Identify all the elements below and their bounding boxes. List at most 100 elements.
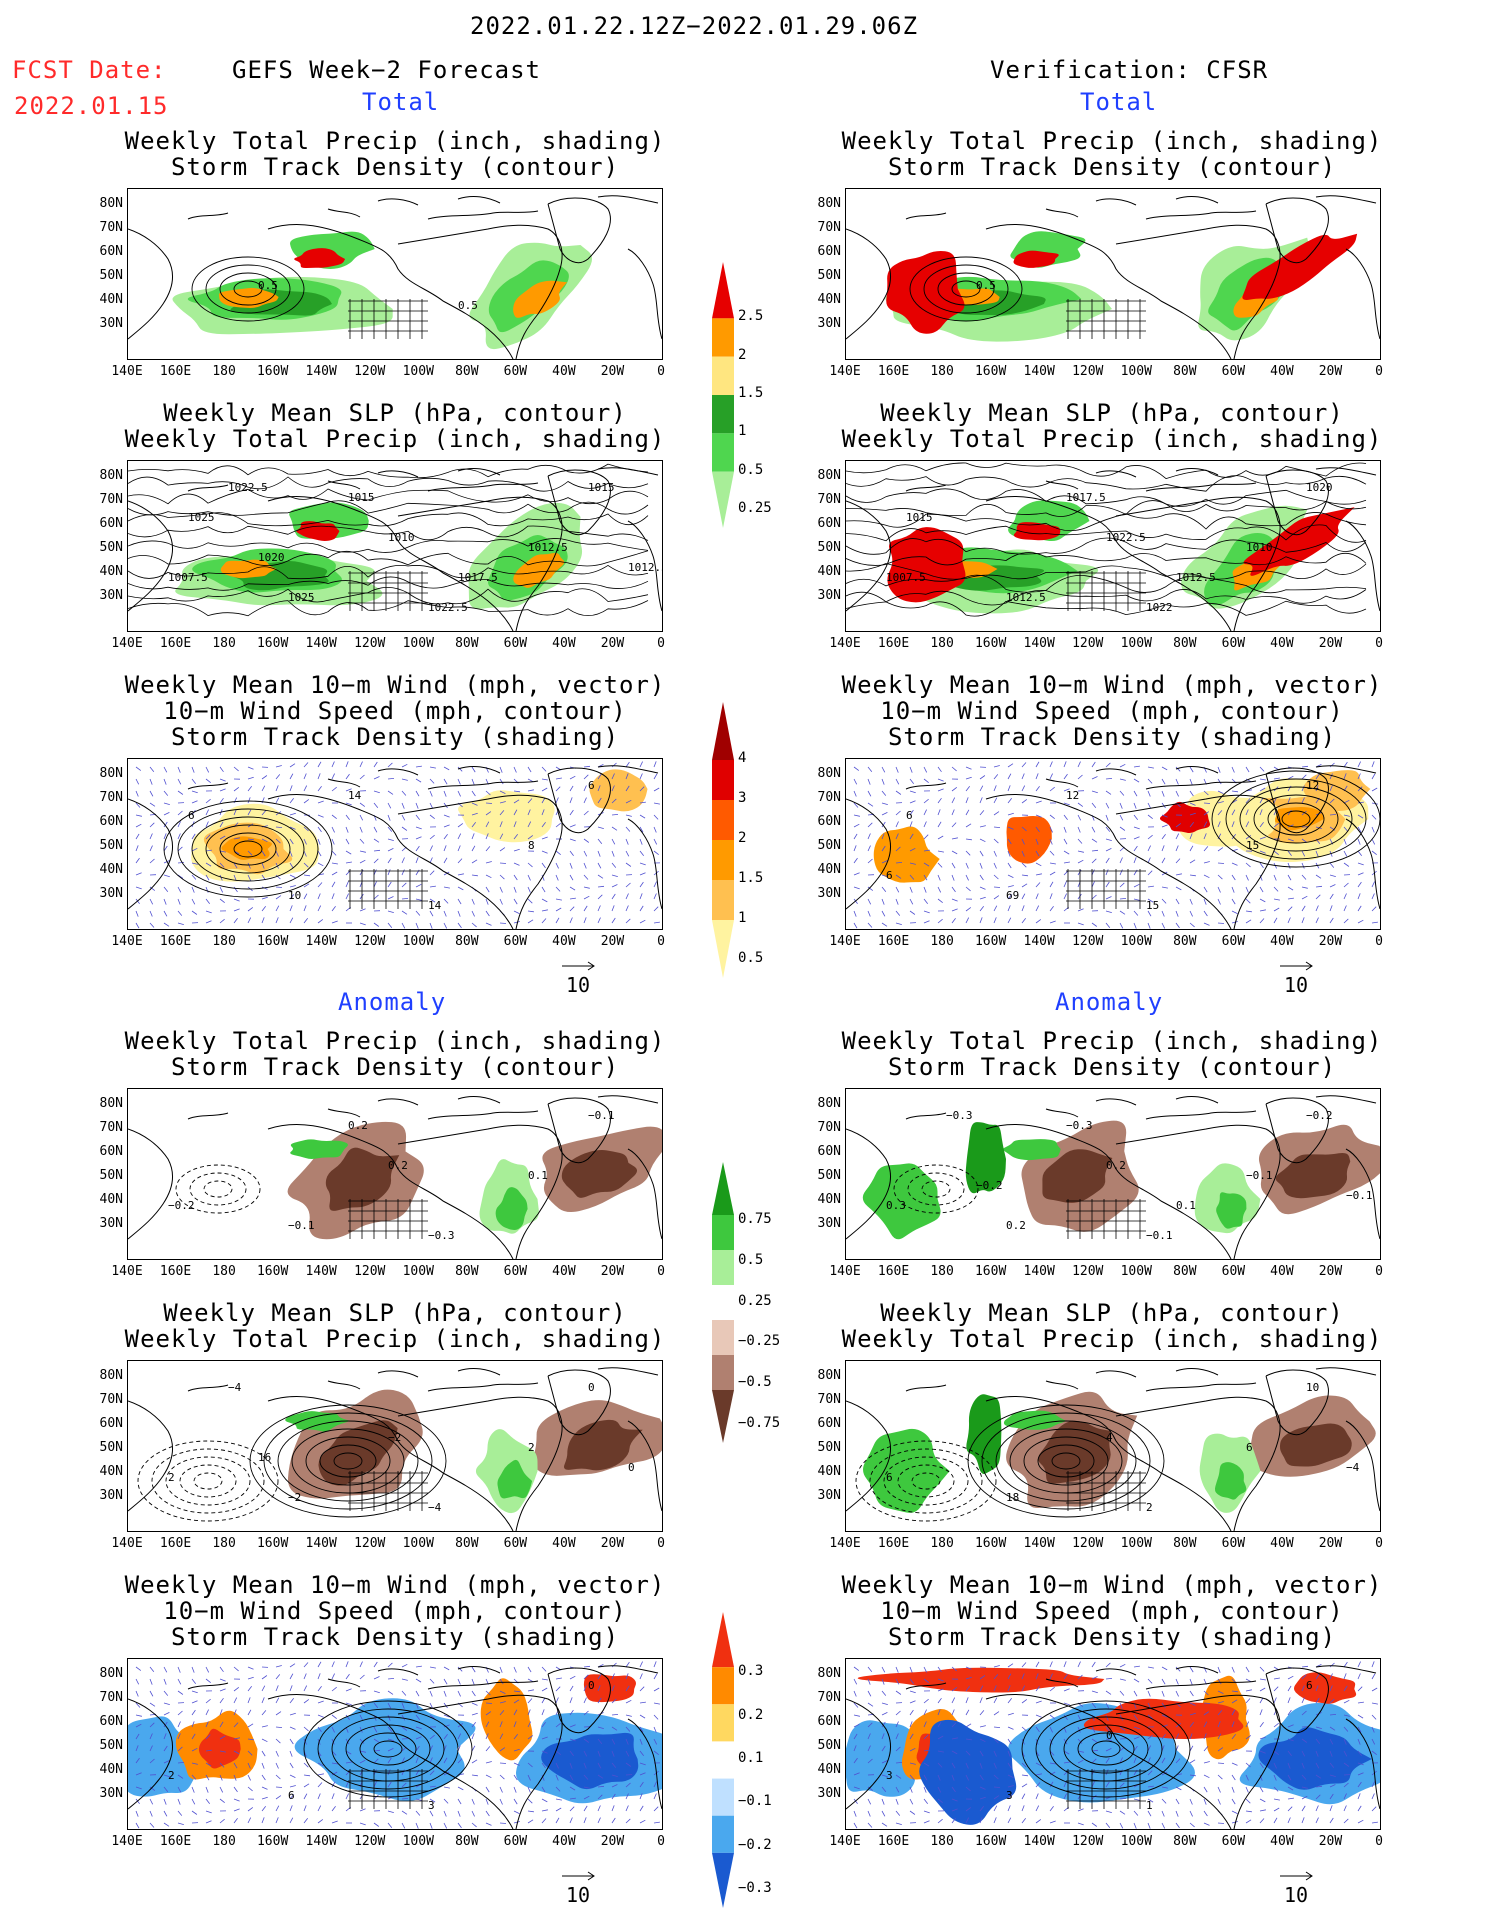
wind-vector (541, 778, 548, 781)
wind-vector (611, 1738, 616, 1745)
contour-label: 1010 (1246, 541, 1273, 554)
wind-vector (275, 1817, 279, 1824)
coastline-group (846, 467, 1380, 631)
wind-vector (1035, 773, 1039, 780)
wind-vector (443, 1822, 448, 1829)
wind-vector (331, 1820, 338, 1824)
coastline-0 (267, 1123, 514, 1259)
vector-ref-arrow (1280, 1871, 1313, 1881)
map-left-5: 2 −2 0 −4 2 −2 0 −4 16 (127, 1360, 663, 1532)
wind-vector (611, 905, 615, 912)
wind-vector (909, 790, 916, 794)
wind-vector (1035, 862, 1042, 867)
panel-title-left-3-line1: Weekly Total Precip (inch, shading) (124, 1027, 666, 1055)
wind-vector (1203, 898, 1207, 905)
wind-vector (149, 1702, 156, 1707)
lon-label: 100W (1120, 636, 1152, 651)
wind-vector (1259, 874, 1263, 881)
wind-vector (443, 1724, 450, 1728)
wind-vector (485, 874, 492, 879)
wind-vector (1007, 1663, 1014, 1668)
wind-vector (429, 766, 436, 769)
lon-label: 160W (974, 934, 1007, 949)
wind-vector (1301, 862, 1305, 869)
wind-vector (331, 893, 335, 900)
wind-vector (317, 1773, 324, 1776)
wind-vector (1273, 1774, 1277, 1781)
wind-vector (1049, 850, 1055, 856)
wind-vector (1371, 1738, 1376, 1745)
wind-vector (331, 1762, 338, 1765)
wind-vector (1287, 809, 1292, 816)
wind-vector (1217, 766, 1221, 773)
wind-vector (471, 922, 477, 928)
wind-vector (1049, 1771, 1056, 1776)
wind-vector (1161, 857, 1166, 864)
contour-line (1023, 1436, 1109, 1486)
wind-vector (1357, 1750, 1363, 1757)
wind-vector (881, 886, 887, 892)
wind-vector (485, 1822, 492, 1826)
coastline-group (846, 1665, 1380, 1829)
colorbar-swatch (712, 1852, 734, 1908)
contour-label: −4 (228, 1381, 242, 1394)
wind-vector (979, 896, 986, 900)
wind-vector (909, 1700, 916, 1704)
wind-vector (1189, 812, 1196, 816)
wind-vector (415, 790, 420, 797)
wind-vector (345, 1761, 352, 1764)
wind-vector (909, 1786, 913, 1793)
wind-vector (387, 1702, 392, 1709)
wind-vector (853, 857, 858, 864)
wind-vector (979, 1786, 986, 1790)
colorbar-label: 3 (738, 790, 747, 806)
coastline-3 (547, 469, 611, 536)
contour-group (175, 1164, 261, 1214)
wind-vector (895, 1690, 902, 1695)
wind-vector (387, 910, 394, 913)
wind-vector (471, 1810, 475, 1817)
lon-label: 120W (354, 636, 386, 651)
coastline-8 (1315, 1665, 1377, 1674)
wind-vector (261, 906, 267, 912)
wind-vector (555, 907, 562, 912)
contour-line (846, 600, 1367, 617)
lat-label: 30N (99, 1786, 123, 1801)
wind-vector (1329, 917, 1334, 924)
lat-label: 60N (99, 1144, 123, 1159)
wind-vector (867, 778, 871, 785)
colorbar-label: −0.3 (738, 1880, 772, 1896)
wind-vector (1119, 898, 1127, 900)
wind-vector (1203, 1810, 1208, 1817)
wind-vector (1007, 1750, 1011, 1757)
lat-label: 40N (99, 1192, 123, 1207)
wind-vector (1357, 1772, 1364, 1776)
wind-vector (1049, 1750, 1055, 1756)
contour-label: 0.3 (886, 1199, 906, 1212)
lat-label: 30N (817, 1488, 841, 1503)
wind-vector (219, 1798, 225, 1804)
wind-vector (1343, 862, 1350, 867)
wind-vector (1063, 1661, 1067, 1668)
contour-label: 2 (168, 1471, 175, 1484)
wind-vector (317, 826, 322, 833)
lon-label: 60W (1221, 636, 1246, 651)
wind-vector (881, 1745, 886, 1752)
wind-vector (429, 802, 434, 809)
wind-vector (1035, 850, 1040, 857)
contour-line (191, 816, 305, 882)
wind-vector (527, 919, 534, 924)
wind-vector (611, 838, 616, 845)
wind-vector (485, 1774, 492, 1779)
wind-vector (1343, 1673, 1347, 1680)
wind-vector (881, 1798, 885, 1805)
wind-vector (1021, 1662, 1027, 1668)
lat-label: 40N (99, 564, 123, 579)
wind-vector (219, 850, 226, 853)
wind-vector (895, 1762, 903, 1764)
wind-vector (513, 1748, 520, 1752)
wind-vector (1203, 1774, 1210, 1779)
wind-vector (1217, 1786, 1221, 1793)
wind-vector (303, 1793, 308, 1800)
wind-vector (1273, 1697, 1277, 1704)
